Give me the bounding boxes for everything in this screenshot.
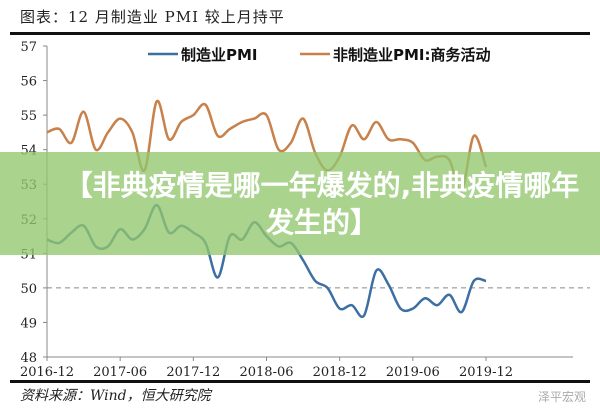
x-tick-label: 2017-06 — [93, 365, 147, 380]
x-tick-label: 2019-06 — [386, 365, 440, 380]
watermark: 泽平宏观 — [537, 390, 586, 404]
y-tick-label: 55 — [20, 109, 37, 124]
y-tick-label: 50 — [20, 282, 37, 297]
x-tick-label: 2017-12 — [166, 365, 220, 380]
overlay-banner: 【非典疫情是哪一年爆发的,非典疫情哪年发生的】 — [0, 152, 600, 255]
y-tick-label: 57 — [20, 40, 37, 55]
y-tick-label: 48 — [20, 351, 37, 366]
top-rule — [10, 32, 590, 35]
y-tick-label: 49 — [20, 316, 37, 331]
legend-label-0: 制造业PMI — [181, 46, 258, 64]
x-tick-label: 2016-12 — [20, 365, 74, 380]
bottom-rule — [10, 380, 590, 383]
legend-label-1: 非制造业PMI:商务活动 — [333, 46, 491, 64]
y-tick-label: 56 — [20, 75, 37, 90]
source-note: 资料来源：Wind，恒大研究院 — [20, 388, 211, 404]
banner-text: 【非典疫情是哪一年爆发的,非典疫情哪年发生的】 — [64, 168, 580, 239]
x-tick-label: 2018-12 — [313, 365, 367, 380]
x-tick-label: 2018-06 — [239, 365, 293, 380]
chart-title: 图表：12 月制造业 PMI 较上月持平 — [20, 8, 285, 26]
series-line-1 — [46, 100, 488, 193]
x-tick-label: 2019-12 — [459, 365, 513, 380]
